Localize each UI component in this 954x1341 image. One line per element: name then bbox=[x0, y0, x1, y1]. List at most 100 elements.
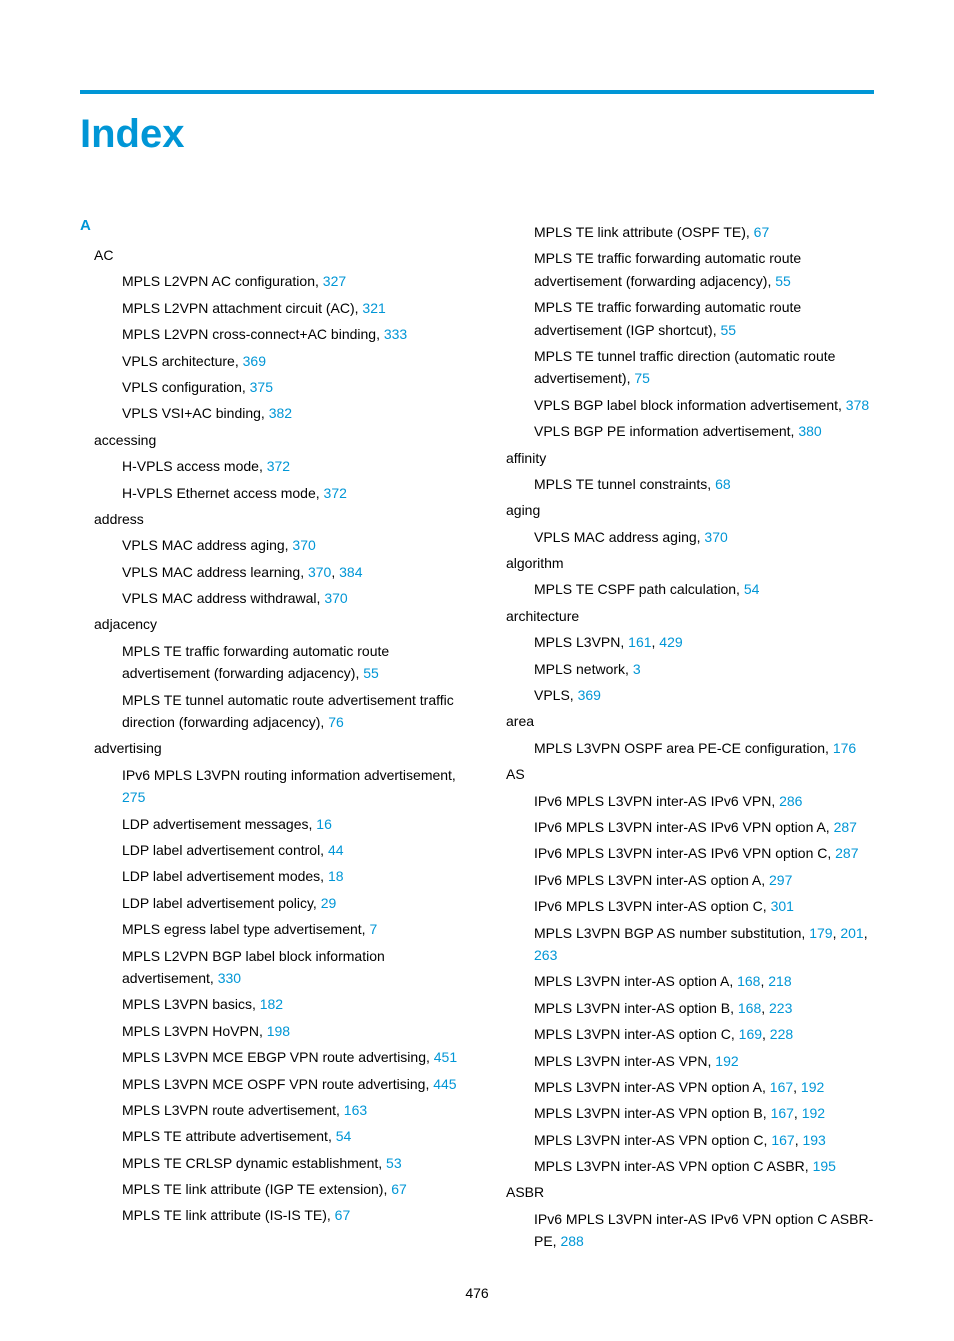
page-link[interactable]: 16 bbox=[316, 816, 332, 832]
entry-text: MPLS TE tunnel automatic route advertise… bbox=[122, 692, 454, 730]
page-link[interactable]: 370 bbox=[292, 537, 315, 553]
page-link[interactable]: 301 bbox=[771, 898, 794, 914]
page-link[interactable]: 192 bbox=[802, 1105, 825, 1121]
page-link[interactable]: 161 bbox=[628, 634, 651, 650]
page-link[interactable]: 68 bbox=[715, 476, 731, 492]
index-entry: MPLS TE link attribute (IGP TE extension… bbox=[122, 1178, 462, 1200]
page-link[interactable]: 169 bbox=[739, 1026, 762, 1042]
page-link[interactable]: 54 bbox=[744, 581, 760, 597]
page-link[interactable]: 179 bbox=[809, 925, 832, 941]
page-link[interactable]: 53 bbox=[386, 1155, 402, 1171]
page-link[interactable]: 163 bbox=[344, 1102, 367, 1118]
page-link[interactable]: 168 bbox=[738, 1000, 761, 1016]
index-entry: VPLS BGP PE information advertisement, 3… bbox=[534, 420, 874, 442]
page-link[interactable]: 297 bbox=[769, 872, 792, 888]
page-link[interactable]: 76 bbox=[328, 714, 344, 730]
page-link[interactable]: 54 bbox=[336, 1128, 352, 1144]
page-link[interactable]: 263 bbox=[534, 947, 557, 963]
page-link[interactable]: 369 bbox=[578, 687, 601, 703]
entry-text: H-VPLS Ethernet access mode, bbox=[122, 485, 324, 501]
page-link[interactable]: 330 bbox=[218, 970, 241, 986]
page-link[interactable]: 193 bbox=[802, 1132, 825, 1148]
entry-text: MPLS L2VPN BGP label block information a… bbox=[122, 948, 385, 986]
index-entry: VPLS, 369 bbox=[534, 684, 874, 706]
index-entry: MPLS L3VPN MCE EBGP VPN route advertisin… bbox=[122, 1046, 462, 1068]
index-term: aging bbox=[506, 499, 874, 521]
index-entry: MPLS L3VPN route advertisement, 163 bbox=[122, 1099, 462, 1121]
page-link[interactable]: 445 bbox=[433, 1076, 456, 1092]
index-entry: MPLS L2VPN AC configuration, 327 bbox=[122, 270, 462, 292]
page-link[interactable]: 372 bbox=[324, 485, 347, 501]
page-link[interactable]: 67 bbox=[754, 224, 770, 240]
page-link[interactable]: 378 bbox=[846, 397, 869, 413]
index-term: AC bbox=[94, 244, 462, 266]
page-link[interactable]: 380 bbox=[798, 423, 821, 439]
page-link[interactable]: 375 bbox=[250, 379, 273, 395]
page-link[interactable]: 55 bbox=[720, 322, 736, 338]
page-link[interactable]: 275 bbox=[122, 789, 145, 805]
index-entry: LDP advertisement messages, 16 bbox=[122, 813, 462, 835]
column-right: MPLS TE link attribute (OSPF TE), 67 MPLS… bbox=[492, 217, 874, 1257]
column-left: A ACMPLS L2VPN AC configuration, 327MPLS… bbox=[80, 217, 462, 1257]
page-link[interactable]: 333 bbox=[384, 326, 407, 342]
page-link[interactable]: 18 bbox=[328, 868, 344, 884]
page-link[interactable]: 286 bbox=[779, 793, 802, 809]
entry-text: , bbox=[331, 564, 339, 580]
index-entry: LDP label advertisement control, 44 bbox=[122, 839, 462, 861]
page-title: Index bbox=[80, 112, 874, 157]
page-link[interactable]: 321 bbox=[362, 300, 385, 316]
page-link[interactable]: 287 bbox=[835, 845, 858, 861]
index-entry: MPLS L2VPN attachment circuit (AC), 321 bbox=[122, 297, 462, 319]
page-link[interactable]: 192 bbox=[715, 1053, 738, 1069]
index-entry: MPLS TE link attribute (OSPF TE), 67 bbox=[534, 221, 874, 243]
page-link[interactable]: 370 bbox=[324, 590, 347, 606]
page-link[interactable]: 195 bbox=[813, 1158, 836, 1174]
index-entry: VPLS VSI+AC binding, 382 bbox=[122, 402, 462, 424]
entry-text: H-VPLS access mode, bbox=[122, 458, 267, 474]
page-link[interactable]: 384 bbox=[339, 564, 362, 580]
entry-text: MPLS egress label type advertisement, bbox=[122, 921, 369, 937]
page-link[interactable]: 7 bbox=[369, 921, 377, 937]
page-link[interactable]: 327 bbox=[323, 273, 346, 289]
page-link[interactable]: 218 bbox=[768, 973, 791, 989]
page-link[interactable]: 287 bbox=[834, 819, 857, 835]
page-link[interactable]: 67 bbox=[391, 1181, 407, 1197]
page-link[interactable]: 167 bbox=[771, 1105, 794, 1121]
page-link[interactable]: 55 bbox=[775, 273, 791, 289]
page-link[interactable]: 29 bbox=[321, 895, 337, 911]
page-link[interactable]: 372 bbox=[267, 458, 290, 474]
page-link[interactable]: 370 bbox=[308, 564, 331, 580]
page-link[interactable]: 176 bbox=[833, 740, 856, 756]
index-entry: IPv6 MPLS L3VPN inter-AS option C, 301 bbox=[534, 895, 874, 917]
entry-text: VPLS MAC address withdrawal, bbox=[122, 590, 324, 606]
page-link[interactable]: 382 bbox=[269, 405, 292, 421]
entry-text: MPLS L3VPN inter-AS option C, bbox=[534, 1026, 739, 1042]
entry-text: IPv6 MPLS L3VPN inter-AS option A, bbox=[534, 872, 769, 888]
page-link[interactable]: 370 bbox=[704, 529, 727, 545]
page-link[interactable]: 182 bbox=[260, 996, 283, 1012]
page-link[interactable]: 228 bbox=[770, 1026, 793, 1042]
page-link[interactable]: 369 bbox=[243, 353, 266, 369]
page-link[interactable]: 192 bbox=[801, 1079, 824, 1095]
page-link[interactable]: 167 bbox=[770, 1079, 793, 1095]
page-link[interactable]: 429 bbox=[659, 634, 682, 650]
page-link[interactable]: 223 bbox=[769, 1000, 792, 1016]
page-link[interactable]: 168 bbox=[737, 973, 760, 989]
page-link[interactable]: 75 bbox=[634, 370, 650, 386]
entry-text: LDP label advertisement modes, bbox=[122, 868, 328, 884]
page-link[interactable]: 198 bbox=[267, 1023, 290, 1039]
page-link[interactable]: 3 bbox=[633, 661, 641, 677]
page-link[interactable]: 44 bbox=[328, 842, 344, 858]
page-link[interactable]: 167 bbox=[771, 1132, 794, 1148]
entry-text: IPv6 MPLS L3VPN routing information adve… bbox=[122, 767, 456, 783]
page-link[interactable]: 201 bbox=[840, 925, 863, 941]
entry-text: MPLS L3VPN inter-AS VPN option C, bbox=[534, 1132, 771, 1148]
page-link[interactable]: 451 bbox=[434, 1049, 457, 1065]
entry-text: MPLS L3VPN HoVPN, bbox=[122, 1023, 267, 1039]
column-right-content: MPLS TE link attribute (OSPF TE), 67 MPLS… bbox=[492, 221, 874, 1253]
page-link[interactable]: 67 bbox=[335, 1207, 351, 1223]
entry-text: MPLS TE tunnel traffic direction (automa… bbox=[534, 348, 835, 386]
page-link[interactable]: 288 bbox=[560, 1233, 583, 1249]
index-entry: MPLS L3VPN inter-AS option B, 168, 223 bbox=[534, 997, 874, 1019]
page-link[interactable]: 55 bbox=[363, 665, 379, 681]
